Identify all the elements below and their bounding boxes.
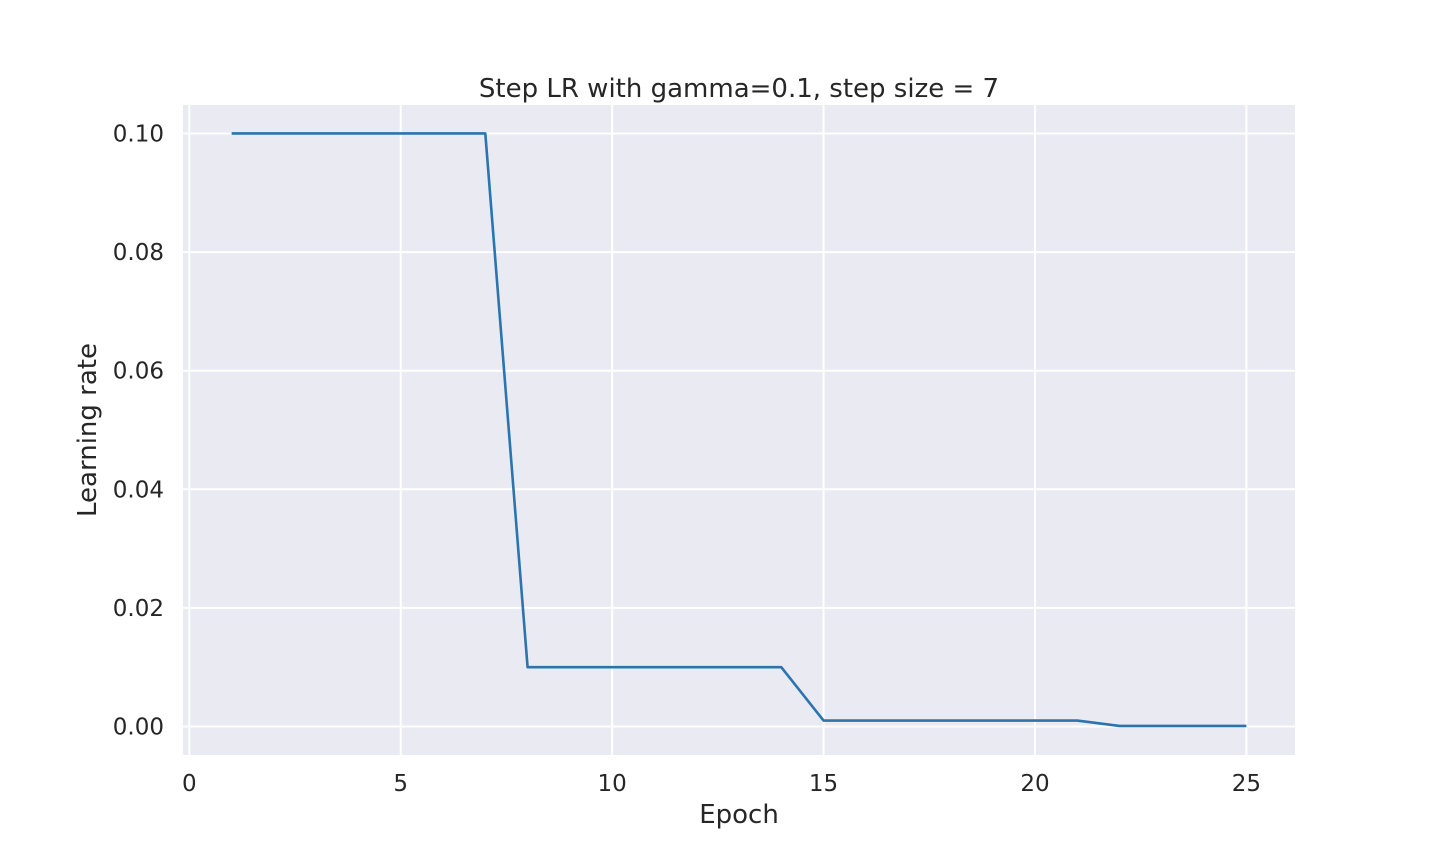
y-tick-label: 0.10 <box>113 121 164 147</box>
y-tick-label: 0.08 <box>113 240 164 266</box>
x-tick-label: 10 <box>598 771 627 797</box>
x-tick-label: 5 <box>393 771 408 797</box>
x-tick-label: 25 <box>1232 771 1261 797</box>
series-line <box>231 132 1247 728</box>
y-tick-labels: 0.00 0.02 0.04 0.06 0.08 0.10 <box>113 121 164 740</box>
x-tick-label: 15 <box>809 771 838 797</box>
x-axis-label: Epoch <box>699 800 779 830</box>
y-tick-label: 0.02 <box>113 596 164 622</box>
x-tick-label: 20 <box>1020 771 1049 797</box>
series-group <box>231 132 1247 728</box>
x-tick-labels: 0 5 10 15 20 25 <box>182 771 1261 797</box>
plot-area <box>183 105 1295 755</box>
chart-title: Step LR with gamma=0.1, step size = 7 <box>479 74 999 104</box>
y-tick-label: 0.06 <box>113 359 164 385</box>
x-tick-label: 0 <box>182 771 197 797</box>
y-tick-label: 0.04 <box>113 477 164 503</box>
y-tick-label: 0.00 <box>113 715 164 741</box>
y-axis-label: Learning rate <box>73 343 103 517</box>
